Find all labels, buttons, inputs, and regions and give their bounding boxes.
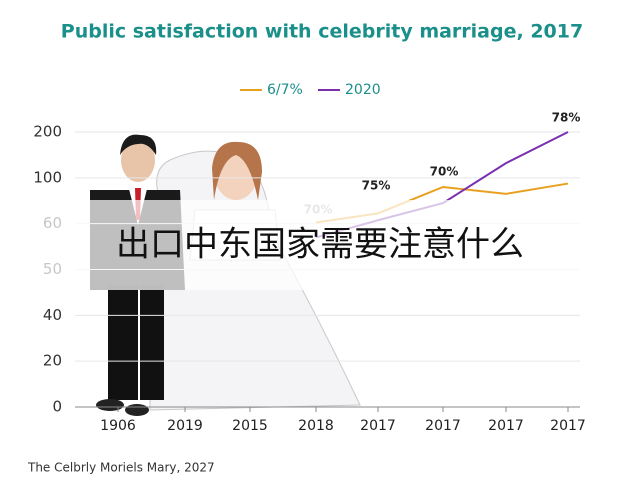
legend-label: 2020 — [345, 82, 381, 98]
x-tick-label: 2017 — [360, 418, 396, 434]
y-tick-label: 20 — [43, 352, 62, 370]
annotation: 75% — [362, 179, 391, 193]
x-tick-label: 1906 — [100, 418, 136, 434]
overlay-text: 出口中东国家需要注意什么 — [116, 225, 524, 265]
y-tick-label: 40 — [43, 306, 62, 324]
x-tick-label: 2018 — [298, 418, 334, 434]
y-tick-label: 200 — [33, 123, 62, 141]
y-tick-label: 100 — [33, 168, 62, 186]
annotation: 78% — [552, 111, 581, 125]
x-tick-label: 2017 — [425, 418, 461, 434]
legend-label: 6/7% — [267, 82, 303, 98]
overlay-band — [0, 200, 640, 290]
annotation: 70% — [430, 165, 459, 179]
x-tick-label: 2017 — [550, 418, 586, 434]
x-tick-label: 2017 — [488, 418, 524, 434]
x-tick-label: 2019 — [167, 418, 203, 434]
x-tick-label: 2015 — [232, 418, 268, 434]
footer: The Celbrly Moriels Mary, 2027 — [27, 461, 215, 475]
y-tick-label: 0 — [52, 398, 62, 416]
chart-title: Public satisfaction with celebrity marri… — [61, 21, 583, 43]
